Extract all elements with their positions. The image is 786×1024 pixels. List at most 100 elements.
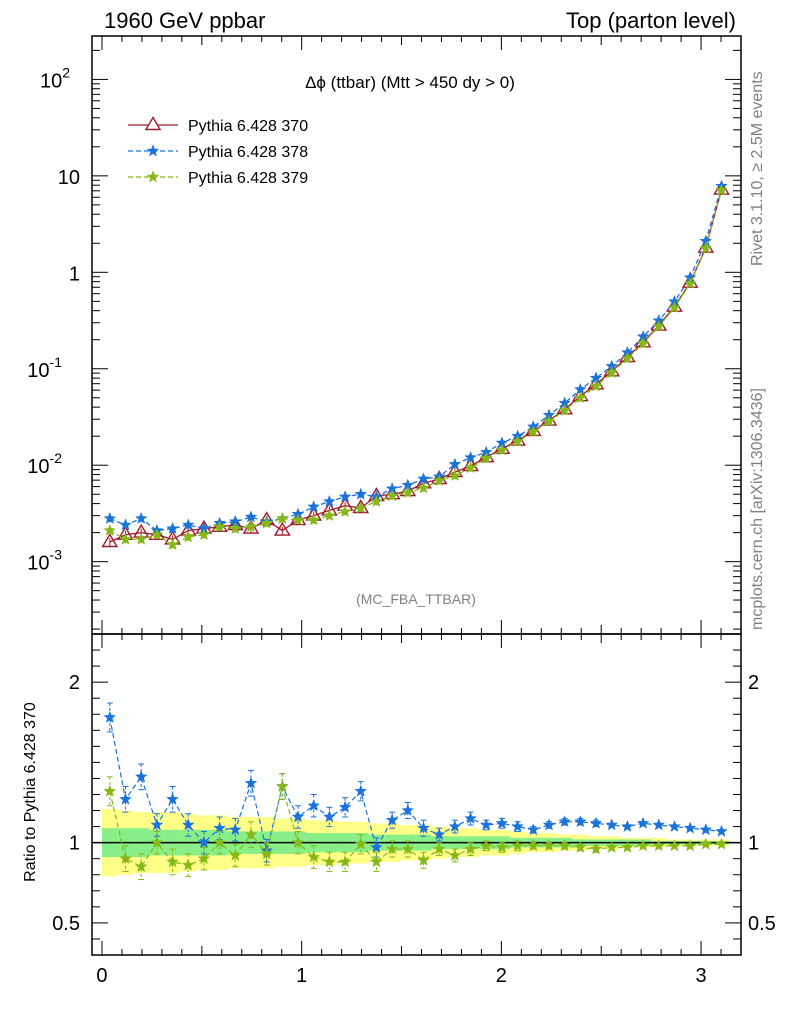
ratio-data-point <box>119 851 132 865</box>
legend-marker <box>146 170 160 183</box>
ratio-data-point <box>385 842 399 855</box>
data-point <box>213 520 226 533</box>
ratio-data-point <box>417 853 430 866</box>
data-point <box>103 523 117 536</box>
data-point <box>275 511 289 524</box>
series-line <box>109 189 723 543</box>
ratio-y-tick-label: 2 <box>69 672 80 694</box>
ratio-data-point <box>197 851 211 865</box>
ratio-data-point <box>558 839 572 852</box>
data-point <box>244 510 258 523</box>
ratio-data-point <box>134 770 148 783</box>
ratio-data-point <box>526 823 540 836</box>
data-point <box>558 403 572 416</box>
ratio-plot-frame <box>91 633 742 956</box>
ratio-data-point <box>479 818 493 831</box>
data-point <box>589 379 603 392</box>
data-point <box>323 494 336 507</box>
ratio-data-point <box>495 816 509 829</box>
ratio-data-point <box>652 839 666 852</box>
ratio-data-point <box>605 840 619 853</box>
ratio-data-point <box>542 818 556 831</box>
data-point <box>448 457 462 470</box>
ratio-data-point <box>370 840 383 853</box>
ratio-data-point <box>134 859 148 873</box>
ratio-data-point <box>307 850 321 863</box>
ratio-series-line <box>109 786 722 868</box>
ratio-data-point <box>652 818 666 831</box>
ratio-data-point <box>370 855 383 868</box>
ratio-data-point <box>589 816 603 829</box>
data-point <box>526 425 540 438</box>
ratio-data-point <box>244 827 258 841</box>
ratio-data-point <box>307 798 321 812</box>
ratio-data-point <box>338 855 352 868</box>
ratio-data-point <box>181 818 195 831</box>
ratio-data-point <box>323 810 336 823</box>
ratio-y-tick-label-right: 1 <box>748 833 759 855</box>
legend-label: Pythia 6.428 379 <box>188 170 308 187</box>
ratio-data-point <box>166 792 179 805</box>
data-point <box>354 487 368 500</box>
x-tick-label: 2 <box>496 965 507 987</box>
data-point <box>621 351 634 364</box>
ratio-data-point <box>511 819 524 833</box>
ratio-data-point <box>448 819 462 833</box>
data-point <box>573 391 587 404</box>
ratio-data-point <box>558 815 572 828</box>
data-point <box>291 513 305 526</box>
legend-label: Pythia 6.428 370 <box>188 118 308 135</box>
data-point <box>181 530 195 543</box>
ratio-data-point <box>526 839 540 852</box>
data-point <box>479 451 493 464</box>
ratio-data-point <box>495 840 509 853</box>
data-point <box>338 504 352 518</box>
y-tick-exponent: -2 <box>50 450 63 466</box>
data-point <box>464 450 477 463</box>
x-tick-label: 3 <box>695 965 706 987</box>
y-tick-label: 10-1 <box>27 354 62 382</box>
ratio-data-point <box>542 839 556 852</box>
data-point <box>338 490 352 503</box>
data-point <box>103 511 117 524</box>
plot-title: Δϕ (ttbar) (Mtt > 450 dy > 0) <box>305 73 515 92</box>
ratio-data-point <box>621 840 634 853</box>
legend: Pythia 6.428 370 Pythia 6.428 378 Pythia 6… <box>128 116 308 187</box>
ratio-axis-label: Ratio to Pythia 6.428 370 <box>22 702 39 882</box>
y-tick-exponent: 2 <box>62 64 70 80</box>
data-point <box>150 528 164 541</box>
y-tick-label: 10 <box>58 167 80 189</box>
data-point <box>119 532 132 545</box>
ratio-data-point <box>683 839 697 852</box>
ratio-plot: 0 1 2 3 0.5 0.5 1 1 2 2 <box>52 633 776 987</box>
ratio-data-point <box>401 803 415 816</box>
y-tick-label: 10-3 <box>27 547 62 575</box>
ratio-data-point <box>354 784 368 797</box>
ratio-data-point <box>213 835 226 849</box>
ratio-data-point <box>589 842 603 855</box>
ratio-data-point <box>464 842 477 855</box>
data-point <box>273 521 291 536</box>
ratio-data-point <box>668 839 681 852</box>
data-point <box>354 501 368 514</box>
data-point <box>464 461 477 474</box>
ratio-data-point <box>668 819 681 833</box>
data-point <box>542 414 556 427</box>
ratio-data-point <box>166 855 179 868</box>
header-left-label: 1960 GeV ppbar <box>104 8 265 33</box>
data-point <box>432 474 446 487</box>
data-point <box>385 489 399 502</box>
ratio-y-tick-label-right: 2 <box>748 672 759 694</box>
ratio-data-point <box>401 842 415 855</box>
ratio-data-point <box>432 842 446 855</box>
ratio-data-point <box>573 840 587 853</box>
data-point <box>417 481 430 494</box>
ratio-data-point <box>354 837 368 850</box>
ratio-data-point <box>464 811 477 824</box>
ratio-data-point <box>715 824 728 837</box>
data-point <box>197 528 211 541</box>
ratio-data-point <box>228 823 242 836</box>
ratio-data-point <box>417 821 430 834</box>
ratio-data-point <box>260 847 274 860</box>
